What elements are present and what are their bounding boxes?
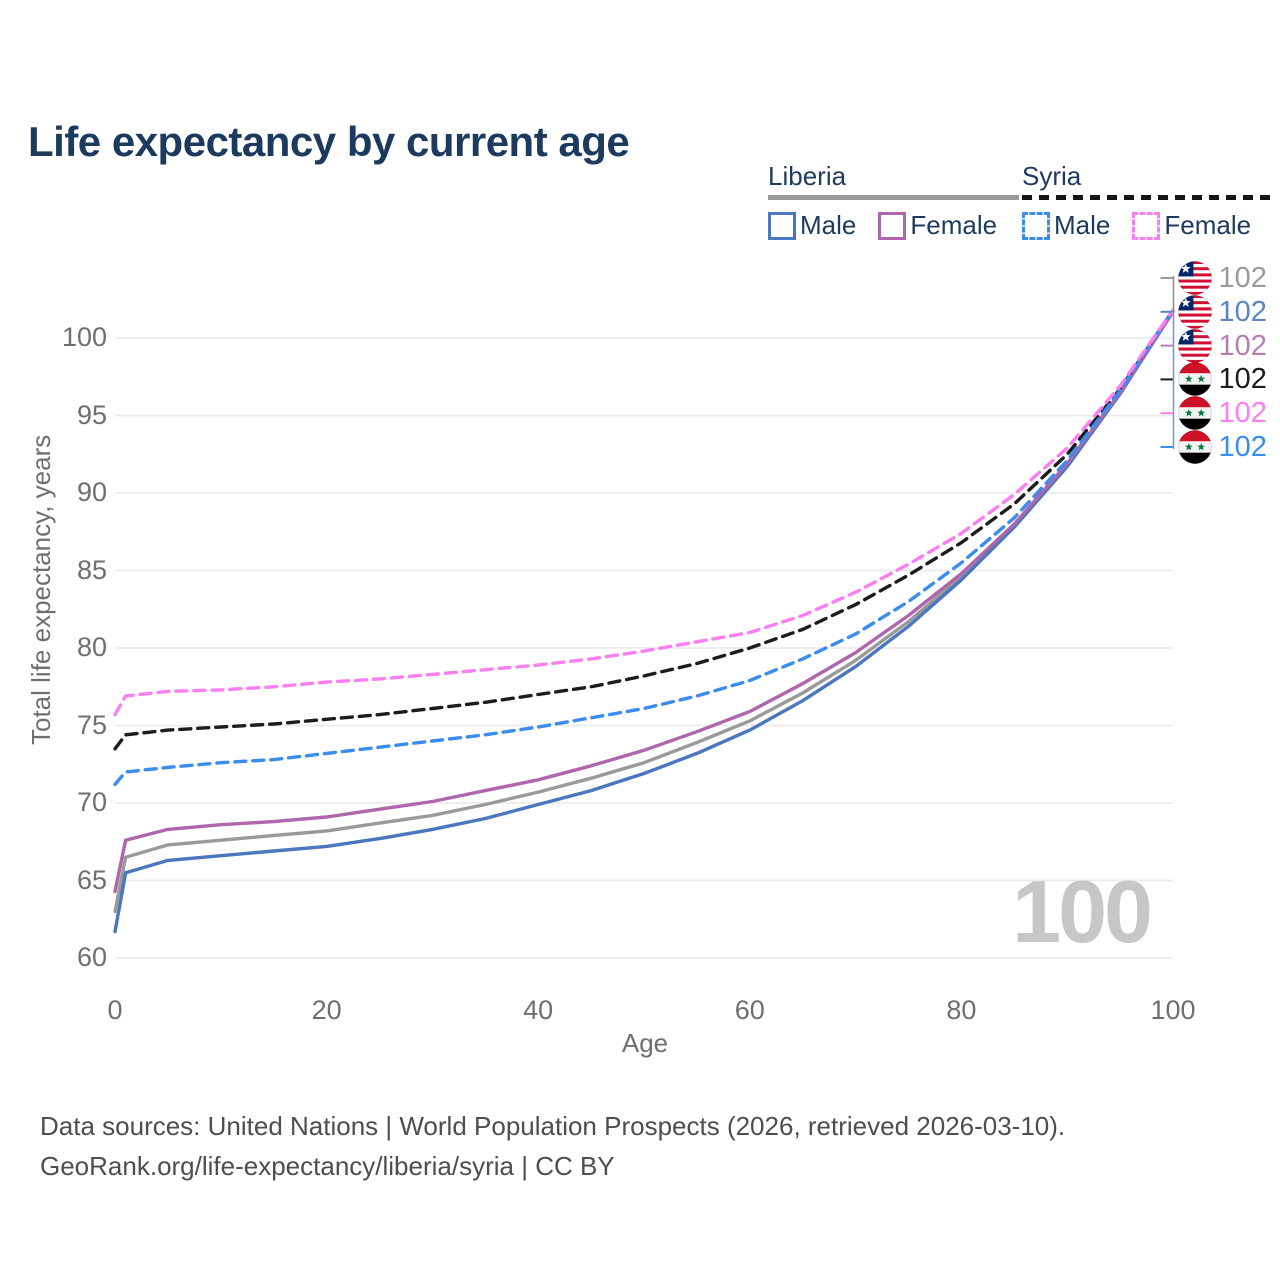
y-tick-label: 100 xyxy=(61,322,107,352)
legend-item-liberia-female[interactable]: Female xyxy=(878,210,997,241)
series-end-value: 102 xyxy=(1218,363,1267,396)
syria-flag-icon xyxy=(1177,362,1212,397)
series-syria-female-line xyxy=(113,308,1175,717)
male-series-swatch-icon xyxy=(768,211,796,240)
legend-group-liberia: Liberia Male Female xyxy=(768,161,1020,241)
x-tick-label: 80 xyxy=(946,995,977,1025)
y-tick-label: 85 xyxy=(76,554,107,585)
series-end-value: 102 xyxy=(1218,295,1267,328)
liberia-flag-icon xyxy=(1177,294,1212,329)
solid-line-swatch xyxy=(768,195,1020,200)
series-liberia-female-line xyxy=(113,309,1175,894)
series-end-label-row: 102 xyxy=(1177,294,1267,329)
series-liberia-male-line xyxy=(113,309,1175,934)
female-series-swatch-icon xyxy=(1132,211,1161,240)
y-tick-label: 65 xyxy=(76,864,107,895)
x-tick-label: 0 xyxy=(107,995,123,1025)
series-end-label-row: 102 xyxy=(1177,362,1267,397)
legend-item-label: Female xyxy=(910,210,998,240)
series-end-label-row: 102 xyxy=(1177,430,1267,464)
legend-item-label: Male xyxy=(800,210,857,240)
footer-link-line: GeoRank.org/life-expectancy/liberia/syri… xyxy=(40,1151,615,1181)
series-syria-male-line xyxy=(113,308,1175,787)
syria-flag-icon xyxy=(1177,430,1212,464)
y-tick-label: 60 xyxy=(76,942,107,972)
x-tick-label: 60 xyxy=(734,995,765,1025)
x-tick-label: 40 xyxy=(523,995,554,1025)
series-end-label-row: 102 xyxy=(1177,328,1267,363)
legend-country-syria[interactable]: Syria xyxy=(1022,161,1274,200)
legend-country-label: Syria xyxy=(1022,161,1082,191)
legend-item-syria-female[interactable]: Female xyxy=(1132,210,1251,241)
legend-item-label: Male xyxy=(1054,210,1111,240)
legend-group-syria: Syria Male Female xyxy=(1022,161,1274,241)
series-syria-both-sexes-line xyxy=(113,308,1175,751)
series-end-label-row: 102 xyxy=(1177,261,1267,295)
legend-country-liberia[interactable]: Liberia xyxy=(768,161,1020,200)
x-tick-label: 100 xyxy=(1150,995,1196,1025)
series-end-value: 102 xyxy=(1218,262,1267,294)
dashed-line-swatch xyxy=(1022,195,1274,200)
footer: Data sources: United Nations | World Pop… xyxy=(40,1106,1065,1186)
liberia-flag-icon xyxy=(1177,328,1212,363)
y-tick-label: 90 xyxy=(76,477,107,507)
x-tick-label: 20 xyxy=(311,995,342,1025)
y-tick-label: 95 xyxy=(76,399,107,430)
y-tick-label: 75 xyxy=(76,709,107,740)
age-counter-watermark: 100 xyxy=(1012,862,1153,961)
y-tick-label: 70 xyxy=(76,787,107,817)
footer-source-line: Data sources: United Nations | World Pop… xyxy=(40,1111,1066,1141)
syria-flag-icon xyxy=(1177,396,1212,431)
y-tick-label: 80 xyxy=(76,632,107,662)
legend-item-syria-male[interactable]: Male xyxy=(1022,210,1110,241)
series-end-value: 102 xyxy=(1218,431,1267,463)
series-end-value: 102 xyxy=(1218,397,1267,430)
male-series-swatch-icon xyxy=(1022,211,1050,240)
legend-item-liberia-male[interactable]: Male xyxy=(768,210,856,241)
legend-country-label: Liberia xyxy=(768,161,847,191)
series-end-label-row: 102 xyxy=(1177,396,1267,431)
female-series-swatch-icon xyxy=(878,211,907,240)
page-title: Life expectancy by current age xyxy=(28,118,630,166)
liberia-flag-icon xyxy=(1177,261,1212,295)
series-end-value: 102 xyxy=(1218,329,1267,362)
x-axis-title: Age xyxy=(621,1028,669,1058)
legend-item-label: Female xyxy=(1164,210,1252,240)
